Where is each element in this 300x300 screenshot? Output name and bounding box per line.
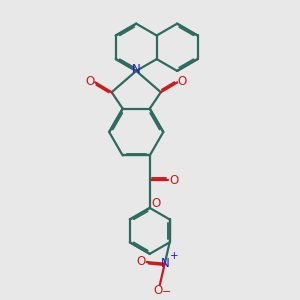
Text: +: + bbox=[169, 251, 178, 262]
Text: O: O bbox=[169, 174, 178, 187]
Text: N: N bbox=[161, 257, 170, 270]
Text: O: O bbox=[136, 255, 146, 268]
Text: O: O bbox=[151, 196, 160, 209]
Text: O: O bbox=[85, 75, 94, 88]
Text: −: − bbox=[162, 287, 172, 297]
Text: O: O bbox=[154, 284, 163, 297]
Text: O: O bbox=[178, 75, 187, 88]
Text: N: N bbox=[132, 63, 141, 76]
